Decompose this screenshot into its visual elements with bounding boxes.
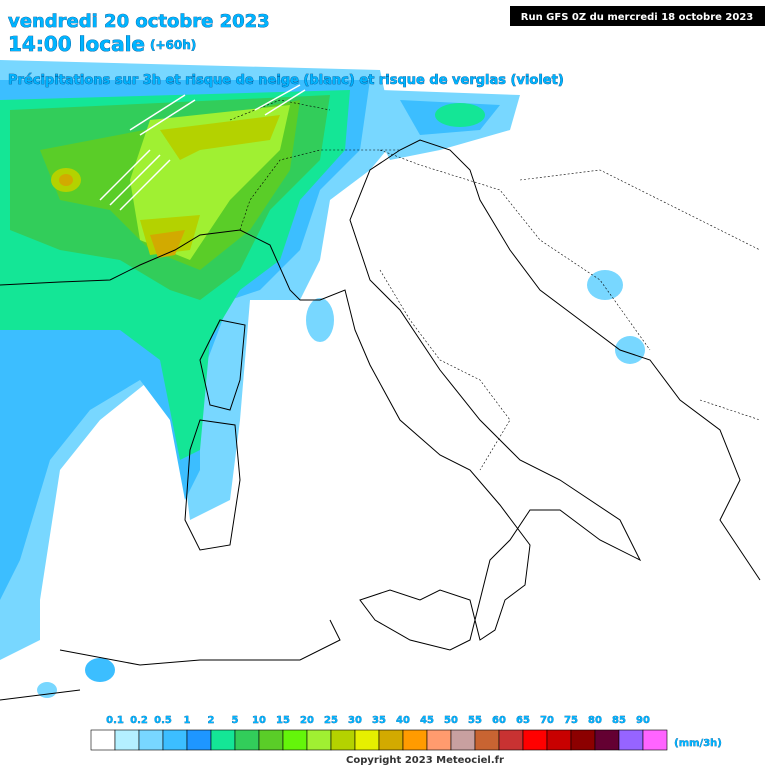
legend-swatch <box>186 729 212 751</box>
legend-label: 5 <box>232 715 239 726</box>
legend-swatch <box>450 729 476 751</box>
legend-label: 20 <box>300 715 314 726</box>
legend-label: 0.5 <box>154 715 172 726</box>
legend-swatch <box>114 729 140 751</box>
legend-unit: (mm/3h) <box>674 738 722 749</box>
legend-label: 55 <box>468 715 482 726</box>
lead-time: (+60h) <box>150 38 196 52</box>
legend-swatch <box>330 729 356 751</box>
coastlines <box>0 99 761 701</box>
legend-swatch <box>546 729 572 751</box>
snow-hatching <box>99 84 306 211</box>
legend-swatch <box>378 729 404 751</box>
legend-label: 90 <box>636 715 650 726</box>
run-info: Run GFS 0Z du mercredi 18 octobre 2023 <box>521 12 754 23</box>
legend-label: 40 <box>396 715 410 726</box>
legend-swatch <box>234 729 260 751</box>
legend-swatch <box>90 729 116 751</box>
legend-swatch <box>498 729 524 751</box>
legend-label: 60 <box>492 715 506 726</box>
date: vendredi 20 octobre 2023 <box>8 11 270 32</box>
time: 14:00 locale <box>8 32 145 56</box>
legend-swatch <box>522 729 548 751</box>
legend-swatch <box>594 729 620 751</box>
legend-label: 85 <box>612 715 626 726</box>
precipitation-field <box>0 60 645 698</box>
legend-label: 75 <box>564 715 578 726</box>
legend-label: 30 <box>348 715 362 726</box>
legend-label: 45 <box>420 715 434 726</box>
legend-swatch <box>426 729 452 751</box>
legend-swatch <box>210 729 236 751</box>
legend-swatch <box>138 729 164 751</box>
legend-label: 65 <box>516 715 530 726</box>
legend-label: 10 <box>252 715 266 726</box>
legend-label: 0.2 <box>130 715 148 726</box>
legend-label: 2 <box>208 715 215 726</box>
legend-label: 15 <box>276 715 290 726</box>
legend-swatch <box>354 729 380 751</box>
copyright: Copyright 2023 Meteociel.fr <box>346 755 504 766</box>
legend-swatch <box>282 729 308 751</box>
legend-swatch <box>618 729 644 751</box>
legend-swatch <box>642 729 668 751</box>
legend-swatch <box>306 729 332 751</box>
subtitle: Précipitations sur 3h et risque de neige… <box>8 73 564 88</box>
legend-label: 50 <box>444 715 458 726</box>
legend: 0.1 0.2 0.5 1 2 5 10 15 20 25 30 35 40 45 50 55 60 65 70 75… <box>90 715 668 751</box>
legend-label: 0.1 <box>106 715 124 726</box>
legend-swatch <box>570 729 596 751</box>
legend-swatch <box>258 729 284 751</box>
legend-label: 80 <box>588 715 602 726</box>
legend-swatch <box>474 729 500 751</box>
legend-swatch <box>402 729 428 751</box>
legend-label: 25 <box>324 715 338 726</box>
legend-label: 70 <box>540 715 554 726</box>
legend-label: 35 <box>372 715 386 726</box>
legend-label: 1 <box>184 715 191 726</box>
run-banner <box>510 6 765 26</box>
legend-swatch <box>162 729 188 751</box>
